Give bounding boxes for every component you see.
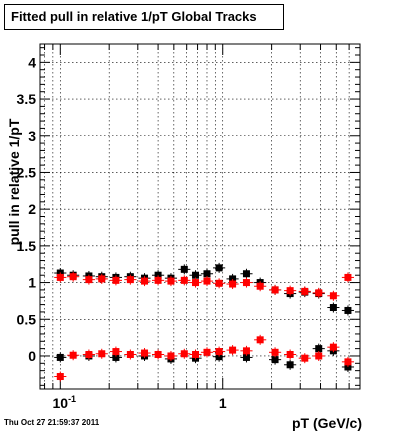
data-point [192, 271, 200, 279]
x-axis-title: pT (GeV/c) [292, 415, 362, 431]
y-tick-label: 2.5 [17, 164, 37, 180]
data-point [329, 343, 337, 351]
data-point [344, 306, 352, 314]
axis-ticks [40, 44, 361, 389]
data-point [192, 279, 200, 287]
series-2 [54, 271, 355, 382]
data-point [141, 277, 149, 285]
y-tick-label: 1.5 [17, 238, 37, 254]
data-point [203, 270, 211, 278]
data-point [126, 351, 134, 358]
data-point [242, 270, 250, 278]
data-point [180, 265, 188, 273]
y-axis-title: pull in relative 1/pT [6, 118, 22, 245]
data-point [167, 352, 175, 360]
x-tick-exponent: -1 [68, 394, 76, 404]
data-point [229, 275, 237, 283]
data-point [301, 287, 309, 295]
data-point [154, 351, 162, 358]
y-tick-label: 0.5 [17, 311, 37, 327]
data-point [329, 304, 337, 312]
data-point [192, 351, 200, 358]
data-point [215, 279, 223, 287]
data-point [112, 353, 120, 361]
data-point [329, 292, 337, 300]
data-point [215, 264, 223, 272]
x-tick-label: 1 [219, 395, 227, 411]
data-point [315, 289, 323, 297]
data-point [98, 275, 106, 283]
data-point [112, 276, 120, 284]
data-point [203, 348, 211, 356]
data-point [126, 276, 134, 284]
data-point [256, 282, 264, 290]
data-point [167, 277, 175, 285]
data-point [56, 373, 64, 381]
data-point [271, 348, 279, 356]
timestamp-footer: Thu Oct 27 21:59:37 2011 [4, 418, 100, 427]
y-tick-label: 1 [28, 275, 36, 291]
data-point [242, 279, 250, 287]
data-point [69, 273, 77, 281]
data-point [271, 286, 279, 294]
data-point [229, 346, 237, 354]
data-series [54, 262, 355, 382]
data-point [112, 348, 120, 356]
data-point [154, 276, 162, 284]
data-point [344, 358, 352, 366]
data-point [271, 356, 279, 364]
data-point [242, 347, 250, 355]
y-tick-label: 3.5 [17, 91, 37, 107]
data-point [203, 277, 211, 285]
data-point [286, 287, 294, 295]
data-point [56, 273, 64, 281]
data-point [180, 350, 188, 358]
y-tick-label: 2 [28, 201, 36, 217]
data-point [56, 353, 64, 361]
data-point [344, 273, 352, 281]
data-point [286, 361, 294, 369]
y-tick-label: 3 [28, 128, 36, 144]
data-point [98, 350, 106, 358]
data-point [344, 363, 352, 371]
data-point [85, 276, 93, 284]
data-point [69, 351, 77, 359]
data-point [154, 271, 162, 279]
y-tick-label: 4 [28, 54, 36, 70]
data-point [301, 354, 309, 362]
plot-area-frame [39, 43, 361, 390]
y-tick-label: 0 [28, 348, 36, 364]
data-point [229, 280, 237, 288]
data-point [85, 351, 93, 358]
data-point [315, 345, 323, 353]
data-point [286, 351, 294, 358]
data-point [256, 336, 264, 344]
data-point [315, 352, 323, 360]
chart-title: Fitted pull in relative 1/pT Global Trac… [4, 4, 284, 30]
x-tick-label: 10-1 [52, 394, 76, 411]
data-point [215, 353, 223, 361]
data-point [180, 276, 188, 284]
data-point [215, 348, 223, 356]
data-point [242, 353, 250, 361]
grid [40, 44, 361, 389]
data-point [141, 349, 149, 357]
